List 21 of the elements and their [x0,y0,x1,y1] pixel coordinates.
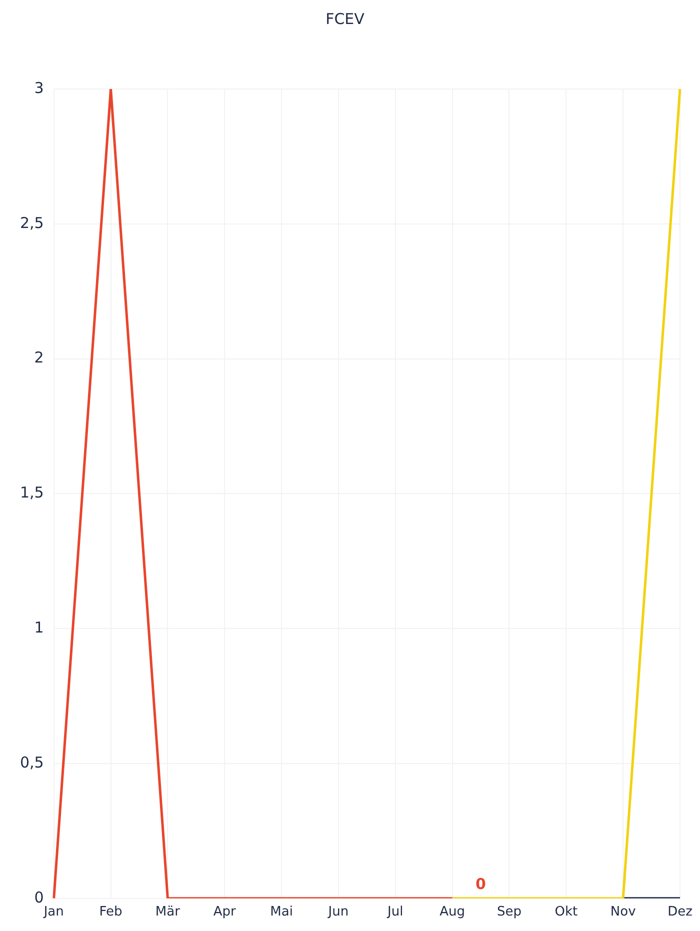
x-tick-label: Sep [496,904,522,920]
x-tick-label: Nov [610,904,636,920]
x-tick-label: Okt [554,904,578,920]
x-tick-label: Jun [327,904,349,920]
y-tick-label: 3 [34,78,44,97]
y-tick-label: 2 [34,348,44,367]
x-tick-label: Dez [668,904,693,920]
y-tick-label: 0,5 [20,753,44,772]
x-tick-label: Mai [270,904,293,920]
y-tick-label: 2,5 [20,214,44,232]
y-tick-label: 1 [34,618,44,636]
x-tick-label: Aug [440,904,466,920]
x-tick-label: Apr [213,904,237,920]
y-tick-label: 1,5 [20,484,44,502]
x-tick-label: Mär [155,904,181,920]
annotation: 0 [476,874,486,893]
x-tick-label: Jan [42,904,64,920]
x-tick-label: Feb [99,904,122,920]
y-tick-label: 0 [34,888,44,906]
chart-title: FCEV [326,10,366,28]
x-tick-label: Jul [386,904,404,920]
